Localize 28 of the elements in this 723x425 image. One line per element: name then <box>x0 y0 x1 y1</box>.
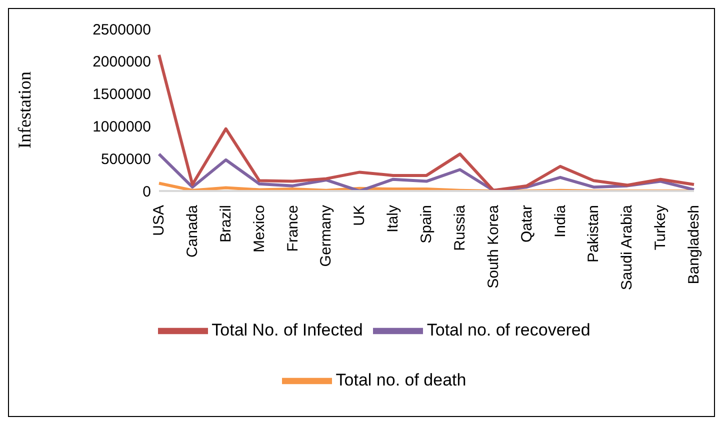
y-tick-label: 2500000 <box>92 21 151 38</box>
x-tick-label: USA <box>150 205 168 236</box>
y-tick-label: 0 <box>142 183 151 200</box>
x-tick-label: UK <box>351 205 368 226</box>
x-tick-label: Qatar <box>518 204 536 243</box>
y-tick-label: 1000000 <box>92 118 151 136</box>
line-series <box>158 53 696 191</box>
x-tick-label: South Korea <box>484 204 502 288</box>
x-tick-label: Brazil <box>217 205 234 243</box>
y-tick-label: 500000 <box>100 150 151 168</box>
y-tick-label: 2000000 <box>92 54 151 71</box>
x-tick-label: Spain <box>418 205 435 244</box>
x-tick-label: Bangladesh <box>686 205 702 284</box>
x-tick-label: India <box>552 204 569 238</box>
y-tick-label: 1500000 <box>92 86 151 104</box>
x-tick-label: Germany <box>318 204 335 267</box>
x-tick-label: Mexico <box>250 205 268 253</box>
x-tick-label: Pakistan <box>585 205 602 263</box>
x-tick-label: France <box>284 205 302 252</box>
x-tick-label: Russia <box>451 204 468 251</box>
legend-label: Total no. of death <box>336 370 466 390</box>
x-tick-label: Saudi Arabia <box>618 204 636 290</box>
x-tick-label: Canada <box>184 204 201 258</box>
legend-label: Total No. of Infected <box>212 320 363 340</box>
legend-label: Total no. of recovered <box>426 320 590 340</box>
x-tick-label: Turkey <box>652 204 670 250</box>
x-tick-label: Italy <box>384 204 402 233</box>
y-axis-title: Infestation <box>14 72 34 148</box>
